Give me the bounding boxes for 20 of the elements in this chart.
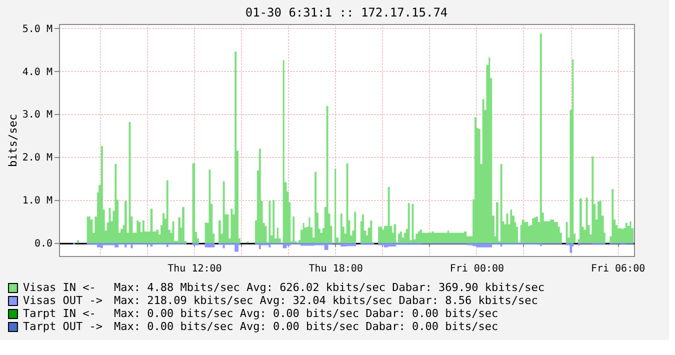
x-tick-label: Fri 06:00 xyxy=(590,264,646,274)
chart-title: 01-30 6:31:1 :: 172.17.15.74 xyxy=(245,5,448,20)
x-tick-label: Fri 00:00 xyxy=(450,264,504,274)
y-axis-title: bits/sec xyxy=(6,114,20,167)
x-tick-label: Thu 18:00 xyxy=(308,264,363,274)
y-tick-label: 5.0 M xyxy=(22,24,52,35)
text: Max: 218.09 kbits/sec Avg: 32.04 kbits/sec Dabar: 8.56 kbits/sec xyxy=(114,294,538,307)
legend-label: Visas OUT -> xyxy=(23,294,103,307)
y-tick-label: 4.0 M xyxy=(22,66,52,78)
text: Max: 0.00 bits/sec Avg: 0.00 bits/sec Dabar: 0.00 bits/sec xyxy=(114,320,498,333)
text: Max: 4.88 Mbits/sec Avg: 626.02 kbits/sec Dabar: 369.90 kbits/sec xyxy=(114,281,544,294)
y-tick-label: 3.0 M xyxy=(22,110,52,121)
legend-label: Tarpt IN <- xyxy=(23,307,96,320)
legend-label: Tarpt OUT -> xyxy=(23,320,103,333)
y-tick-label: 1.0 M xyxy=(22,196,52,207)
text: Max: 0.00 bits/sec Avg: 0.00 bits/sec Dabar: 0.00 bits/sec xyxy=(114,307,498,320)
y-tick-label: 2.0 M xyxy=(22,152,52,164)
y-tick-label: 0.0 xyxy=(34,238,52,250)
x-tick-label: Thu 12:00 xyxy=(168,264,222,274)
legend-label: Visas IN <- xyxy=(23,281,96,294)
